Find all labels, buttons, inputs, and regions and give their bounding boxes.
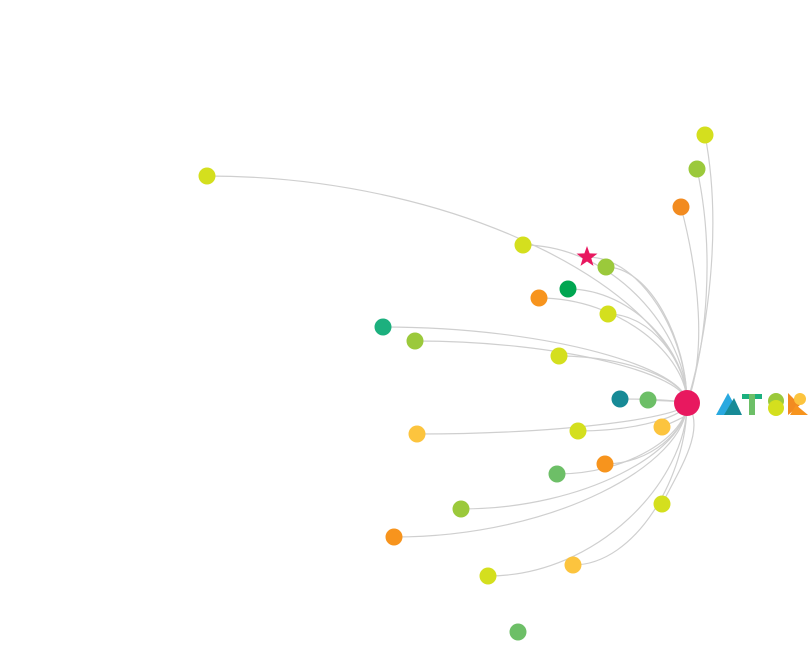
- node: [530, 289, 548, 307]
- link: [538, 297, 688, 404]
- link: [605, 266, 688, 404]
- logo: [716, 393, 808, 416]
- link: [686, 168, 708, 404]
- node: [548, 465, 566, 483]
- nodes: [198, 126, 714, 641]
- logo-shape: [768, 400, 784, 416]
- node: [653, 418, 671, 436]
- node: [198, 167, 216, 185]
- link: [567, 288, 688, 404]
- node: [564, 556, 582, 574]
- node: [406, 332, 424, 350]
- node: [672, 198, 690, 216]
- node: [408, 425, 426, 443]
- node: [374, 318, 392, 336]
- logo-shape: [788, 393, 800, 415]
- link: [382, 326, 688, 404]
- logo-shape: [749, 394, 755, 415]
- link: [460, 402, 688, 510]
- node: [479, 567, 497, 585]
- node: [596, 455, 614, 473]
- link: [572, 402, 688, 566]
- node: [599, 305, 617, 323]
- node: [452, 500, 470, 518]
- node: [653, 495, 671, 513]
- link: [680, 206, 700, 404]
- link: [206, 175, 688, 404]
- hub-node: [674, 390, 700, 416]
- node: [509, 623, 527, 641]
- link: [393, 402, 688, 538]
- logo-shape: [724, 398, 742, 415]
- link: [522, 244, 688, 404]
- node: [550, 347, 568, 365]
- node: [569, 422, 587, 440]
- logo-shape: [794, 393, 806, 405]
- node: [385, 528, 403, 546]
- node: [597, 258, 615, 276]
- node: [696, 126, 714, 144]
- node: [611, 390, 629, 408]
- node: [514, 236, 532, 254]
- node-star: [576, 246, 598, 266]
- link: [487, 402, 688, 577]
- node: [688, 160, 706, 178]
- node: [559, 280, 577, 298]
- link: [577, 402, 688, 432]
- node: [639, 391, 657, 409]
- logo-shape: [790, 405, 808, 415]
- link: [607, 313, 688, 404]
